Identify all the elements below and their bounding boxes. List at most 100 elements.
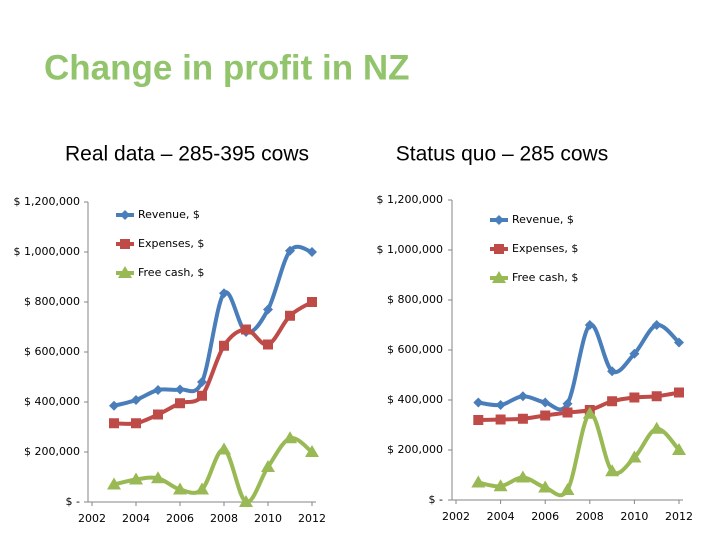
- legend-marker: [118, 266, 132, 278]
- data-point: [517, 413, 528, 424]
- data-point: [197, 377, 207, 387]
- y-tick-label: $ 800,000: [24, 295, 80, 308]
- data-point: [584, 320, 595, 330]
- data-point: [627, 450, 642, 463]
- legend-label: Revenue, $: [138, 208, 200, 221]
- data-point: [471, 475, 486, 488]
- data-point: [197, 390, 207, 401]
- series-line: [113, 436, 314, 505]
- x-tick-label: 2008: [576, 510, 604, 523]
- data-point: [153, 409, 163, 420]
- data-point: [307, 297, 317, 307]
- data-point: [263, 304, 273, 315]
- y-tick-label: $ 800,000: [387, 293, 443, 306]
- x-tick-label: 2004: [122, 512, 150, 525]
- y-tick-label: $ 600,000: [24, 345, 80, 358]
- data-point: [515, 470, 530, 483]
- data-point: [305, 445, 319, 457]
- data-point: [151, 471, 165, 484]
- x-tick-label: 2004: [487, 510, 515, 523]
- legend-marker: [494, 244, 504, 254]
- data-point: [239, 495, 253, 507]
- data-point: [131, 418, 141, 429]
- data-point: [219, 340, 229, 351]
- data-point: [517, 391, 528, 402]
- x-tick-label: 2006: [166, 512, 194, 525]
- data-point: [261, 460, 275, 472]
- data-point: [175, 398, 185, 409]
- y-tick-label: $ -: [66, 495, 80, 508]
- data-point: [173, 482, 187, 495]
- y-tick-label: $ 200,000: [24, 445, 80, 458]
- series-line: [113, 300, 314, 426]
- data-point: [131, 395, 141, 405]
- y-tick-label: $ 400,000: [387, 393, 443, 406]
- legend-marker: [120, 210, 130, 220]
- y-tick-label: $ 1,200,000: [377, 193, 443, 206]
- chart-title: Real data – 285-395 cows: [65, 143, 309, 166]
- x-tick-label: 2012: [665, 510, 693, 523]
- y-tick-label: $ 1,000,000: [14, 245, 80, 258]
- data-point: [674, 337, 684, 348]
- data-point: [674, 387, 684, 398]
- x-tick-label: 2008: [210, 512, 238, 525]
- data-point: [672, 443, 686, 455]
- legend-label: Free cash, $: [512, 271, 578, 284]
- data-point: [495, 400, 506, 410]
- data-point: [219, 288, 229, 299]
- data-point: [651, 391, 662, 402]
- data-point: [109, 400, 119, 411]
- series-line: [113, 244, 313, 408]
- x-tick-label: 2010: [254, 512, 282, 525]
- data-point: [495, 414, 506, 425]
- x-tick-label: 2006: [531, 510, 559, 523]
- data-point: [607, 396, 618, 407]
- legend-marker: [494, 215, 504, 225]
- data-point: [629, 348, 640, 359]
- legend-label: Free cash, $: [138, 266, 204, 279]
- data-point: [651, 320, 662, 330]
- y-tick-label: $ 400,000: [24, 395, 80, 408]
- chart-title: Status quo – 285 cows: [396, 143, 608, 166]
- data-point: [493, 479, 508, 492]
- data-point: [107, 477, 121, 490]
- y-tick-label: $ 600,000: [387, 343, 443, 356]
- slide-title: Change in profit in NZ: [44, 48, 410, 87]
- series-line: [478, 390, 680, 422]
- series-line: [478, 322, 681, 412]
- x-tick-label: 2002: [78, 512, 106, 525]
- legend-label: Expenses, $: [138, 237, 204, 250]
- x-tick-label: 2002: [442, 510, 470, 523]
- data-point: [263, 339, 273, 350]
- data-point: [175, 384, 185, 395]
- x-tick-label: 2010: [620, 510, 648, 523]
- data-point: [562, 407, 573, 418]
- data-point: [649, 421, 664, 434]
- y-tick-label: $ 1,000,000: [377, 243, 443, 256]
- data-point: [307, 247, 317, 257]
- legend-label: Expenses, $: [512, 242, 578, 255]
- data-point: [283, 431, 297, 444]
- y-tick-label: $ 1,200,000: [14, 195, 80, 208]
- data-point: [540, 410, 551, 421]
- data-point: [129, 472, 143, 485]
- data-point: [582, 406, 597, 419]
- y-tick-label: $ -: [429, 493, 443, 506]
- data-point: [285, 310, 295, 321]
- legend-marker: [492, 271, 506, 283]
- data-point: [473, 415, 484, 425]
- data-point: [538, 480, 553, 493]
- data-point: [241, 324, 251, 335]
- x-tick-label: 2012: [298, 512, 326, 525]
- data-point: [605, 464, 620, 477]
- data-point: [285, 245, 295, 256]
- data-point: [217, 442, 231, 455]
- data-point: [109, 418, 119, 429]
- data-point: [153, 385, 163, 395]
- data-point: [560, 483, 575, 495]
- data-point: [607, 366, 618, 377]
- y-tick-label: $ 200,000: [387, 443, 443, 456]
- data-point: [473, 397, 484, 408]
- data-point: [540, 397, 551, 408]
